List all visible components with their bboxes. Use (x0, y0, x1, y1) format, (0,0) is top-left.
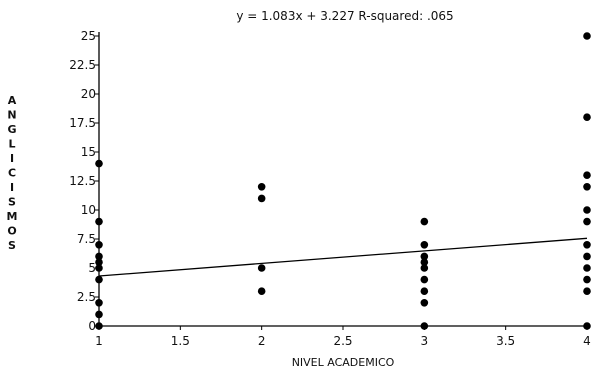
data-point (420, 264, 429, 272)
y-axis-title-letter: S (8, 239, 16, 252)
x-tick-label: 3.5 (496, 334, 515, 348)
y-tick-label: 7.5 (77, 232, 96, 246)
data-point (583, 275, 591, 284)
data-point (257, 287, 266, 296)
data-point (583, 206, 591, 214)
x-axis-title: NIVEL ACADEMICO (292, 356, 395, 369)
data-point (420, 287, 429, 296)
regression-line (98, 237, 588, 277)
data-point (583, 32, 591, 40)
data-point (420, 322, 429, 330)
y-axis-title-letter: M (7, 210, 18, 223)
y-axis-title-letter: S (8, 196, 16, 209)
data-point (583, 264, 591, 272)
data-point (583, 241, 591, 249)
y-axis-title-letter: L (8, 138, 15, 151)
data-point (257, 183, 266, 191)
data-point (583, 252, 591, 261)
x-tick-label: 1.5 (171, 334, 190, 348)
data-point (583, 171, 591, 179)
data-point (583, 287, 591, 296)
x-tick-label: 3 (421, 334, 429, 348)
x-tick-label: 2 (258, 334, 266, 348)
data-point (583, 183, 591, 191)
y-tick-label: 12.5 (69, 174, 96, 188)
y-axis-title-letter: N (7, 109, 16, 122)
data-point (95, 252, 103, 261)
y-axis-title-letter: I (10, 152, 14, 165)
data-point (95, 217, 103, 226)
data-point (420, 258, 429, 267)
y-tick-label: 0 (88, 319, 96, 333)
x-tick-label: 4 (583, 334, 591, 348)
y-tick-label: 2.5 (77, 290, 96, 304)
y-axis-title-letter: A (8, 94, 17, 107)
data-point (420, 241, 429, 249)
data-point (257, 264, 266, 272)
y-axis-title-letter: G (7, 123, 16, 136)
data-point (420, 252, 429, 261)
y-tick-label: 17.5 (69, 116, 96, 130)
data-point (420, 275, 429, 284)
chart-title: y = 1.083x + 3.227 R-squared: .065 (236, 9, 453, 23)
data-point (257, 194, 266, 203)
y-tick-label: 15 (81, 145, 96, 159)
y-axis-title-letter: I (10, 181, 14, 194)
y-tick-label: 5 (88, 261, 96, 275)
data-point (95, 275, 103, 284)
y-axis-title-letter: C (8, 167, 16, 180)
data-point (420, 299, 429, 307)
y-axis-ticks: 0 2.5 5 7.5 10 12.5 15 17.5 20 22.5 25 (69, 29, 99, 333)
x-tick-label: 2.5 (333, 334, 352, 348)
data-point (583, 217, 591, 226)
data-point (95, 159, 103, 168)
data-point (95, 264, 103, 272)
data-point (95, 258, 103, 267)
y-tick-label: 20 (81, 87, 96, 101)
data-point (95, 241, 103, 249)
data-point (95, 322, 103, 330)
x-tick-label: 1 (95, 334, 103, 348)
data-point (583, 113, 591, 121)
axes (98, 32, 587, 327)
data-point (420, 217, 429, 226)
data-points (95, 32, 591, 330)
x-axis-ticks: 1 1.5 2 2.5 3 3.5 4 (95, 326, 591, 348)
y-tick-label: 22.5 (69, 58, 96, 72)
data-point (583, 322, 591, 330)
y-axis-title-letter: O (7, 225, 16, 238)
fit-line-group (98, 237, 588, 277)
data-point (95, 299, 103, 307)
y-tick-label: 10 (81, 203, 96, 217)
data-point (95, 310, 103, 319)
y-tick-label: 25 (81, 29, 96, 43)
